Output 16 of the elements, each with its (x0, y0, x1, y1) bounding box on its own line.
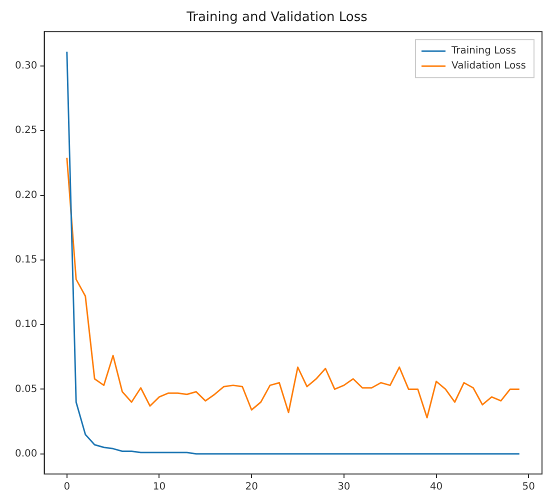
y-tick-label: 0.30 (15, 60, 38, 72)
x-tick-label: 30 (338, 482, 350, 493)
y-tick-label: 0.25 (15, 125, 38, 136)
x-tick-label: 10 (152, 482, 166, 493)
y-tick-label: 0.10 (15, 319, 38, 330)
x-tick-label: 0 (64, 482, 70, 493)
x-tick-label: 40 (430, 482, 443, 493)
y-tick-label: 0.00 (15, 448, 38, 460)
chart-title: Training and Validation Loss (186, 10, 368, 26)
y-tick-label: 0.15 (15, 254, 38, 266)
legend-label: Training Loss (450, 46, 516, 57)
x-tick-label: 20 (245, 482, 258, 493)
y-tick-label: 0.05 (15, 384, 38, 395)
y-tick-label: 0.20 (15, 190, 38, 201)
legend-label: Validation Loss (452, 60, 526, 72)
x-tick-label: 50 (522, 482, 535, 493)
